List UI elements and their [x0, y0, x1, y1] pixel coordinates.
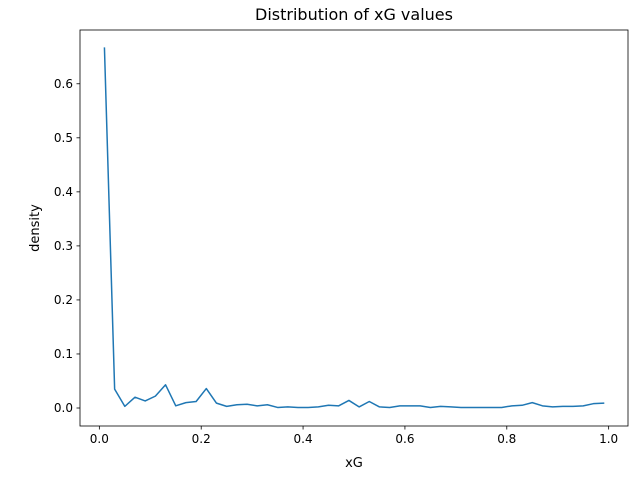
- series-line-0: [103, 47, 605, 409]
- axes-frame: [79, 29, 629, 427]
- y-tick-label: 0.4: [54, 185, 73, 199]
- y-tick-label: 0.5: [54, 131, 73, 145]
- plot-area: 0.0 0.2 0.4 0.6 0.8 1.0 0.0 0.1 0.2 0.3 0.4 0.5 0.6: [54, 29, 629, 446]
- y-tick-label: 0.1: [54, 347, 73, 361]
- y-tick-label: 0.6: [54, 77, 73, 91]
- y-tick-label: 0.2: [54, 293, 73, 307]
- y-tick-label: 0.3: [54, 239, 73, 253]
- y-tick-label: 0.0: [54, 401, 73, 415]
- chart-title: Distribution of xG values: [255, 5, 453, 24]
- x-tick-label: 1.0: [599, 432, 618, 446]
- x-tick-label: 0.0: [90, 432, 109, 446]
- x-tick-label: 0.6: [395, 432, 414, 446]
- x-tick-label: 0.4: [294, 432, 313, 446]
- x-tick-label: 0.2: [192, 432, 211, 446]
- x-tick-label: 0.8: [497, 432, 516, 446]
- y-axis-label: density: [28, 204, 43, 252]
- x-axis-label: xG: [345, 456, 363, 471]
